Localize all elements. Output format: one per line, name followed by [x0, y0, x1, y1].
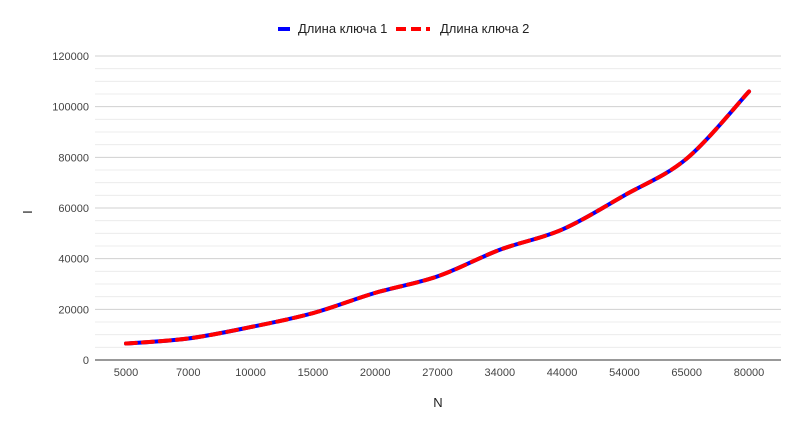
legend-label-2: Длина ключа 2 [440, 21, 529, 36]
legend-item-2: Длина ключа 2 [396, 21, 529, 36]
x-tick-label: 27000 [422, 367, 453, 379]
x-tick-labels: 5000 7000 10000 15000 20000 27000 34000 44000 54… [114, 367, 765, 379]
gridlines [95, 55, 781, 348]
x-tick-label: 65000 [671, 367, 702, 379]
x-tick-label: 5000 [114, 367, 138, 379]
legend: Длина ключа 1 Длина ключа 2 [278, 21, 529, 36]
series-lines [124, 89, 751, 346]
y-tick-label: 100000 [52, 102, 89, 114]
y-tick-label: 60000 [58, 203, 89, 215]
legend-label-1: Длина ключа 1 [298, 21, 387, 36]
y-tick-label: 40000 [58, 254, 89, 266]
series-line-1 [124, 89, 751, 346]
x-tick-label: 44000 [547, 367, 578, 379]
y-tick-labels: 0 20000 40000 60000 80000 100000 120000 [52, 51, 89, 367]
y-tick-label: 80000 [58, 152, 89, 164]
y-tick-label: 0 [83, 355, 89, 367]
x-tick-label: 10000 [235, 367, 266, 379]
x-tick-label: 80000 [734, 367, 765, 379]
x-axis-title: N [433, 395, 442, 410]
y-tick-label: 20000 [58, 304, 89, 316]
x-tick-label: 34000 [485, 367, 516, 379]
x-tick-label: 7000 [176, 367, 200, 379]
x-tick-label: 20000 [360, 367, 391, 379]
x-tick-label: 54000 [609, 367, 640, 379]
y-tick-label: 120000 [52, 51, 89, 63]
x-tick-label: 15000 [298, 367, 329, 379]
y-axis-title: I [20, 210, 35, 214]
legend-item-1: Длина ключа 1 [278, 21, 387, 36]
series-line-2 [124, 89, 751, 346]
